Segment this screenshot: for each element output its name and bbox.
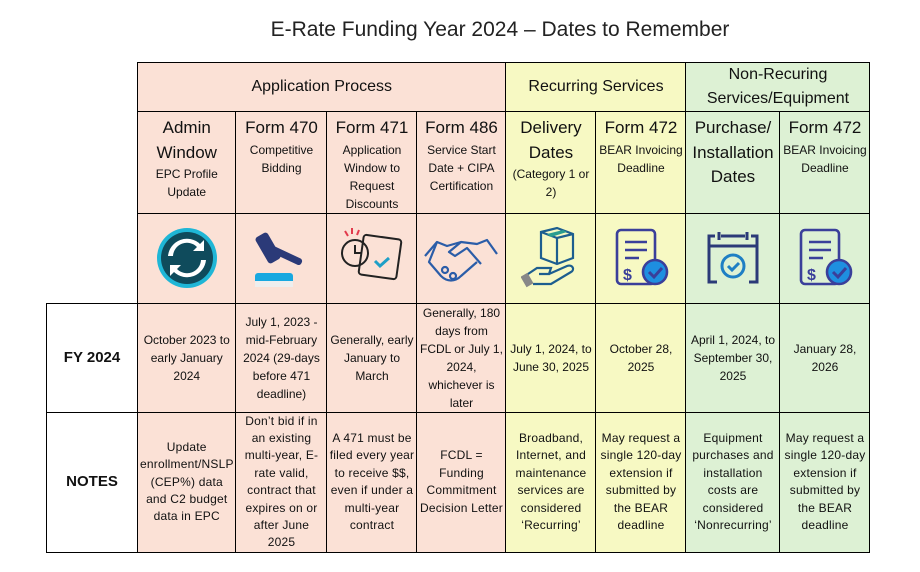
date-cell: Generally, early January to March [326, 302, 418, 413]
column-subtitle: EPC Profile Update [155, 167, 218, 200]
column-title: Form 486 [425, 118, 498, 137]
column-header: Form 486 Service Start Date + CIPA Certif… [416, 111, 507, 214]
column-header: Form 471 Application Window to Request Di… [326, 111, 418, 214]
group-application-process: Application Process [136, 62, 507, 112]
notes-cell: Don’t bid if in an existing multi-year, … [235, 411, 328, 553]
icon-cell: $ [779, 212, 871, 304]
page-title: E-Rate Funding Year 2024 – Dates to Reme… [270, 18, 730, 41]
calendar-check-icon [688, 228, 777, 288]
gavel-icon [238, 225, 324, 291]
icon-cell: $ [595, 212, 687, 304]
notes-cell: May request a single 120-day extension i… [779, 411, 871, 553]
column-title: Form 472 [604, 118, 678, 137]
invoice-check-icon: $ [782, 226, 867, 290]
notes-cell: May request a single 120-day extension i… [595, 411, 687, 553]
column-title: Purchase/ Installation Dates [692, 118, 774, 187]
column-title: Delivery Dates [520, 118, 582, 162]
date-cell: Generally, 180 days from FCDL or July 1,… [416, 302, 507, 413]
date-cell: October 28, 2025 [595, 302, 687, 413]
group-recurring-services: Recurring Services [505, 62, 687, 112]
column-header: Admin Window EPC Profile Update [136, 111, 237, 214]
notes-cell: A 471 must be filed every year to receiv… [326, 411, 418, 553]
column-header: Purchase/ Installation Dates [685, 111, 781, 214]
group-nonrecurring: Non-Recuring Services/Equipment [685, 62, 871, 112]
notes-cell: Equipment purchases and installation cos… [685, 411, 781, 553]
column-subtitle: Competitive Bidding [249, 142, 314, 175]
column-subtitle: (Category 1 or 2) [512, 167, 590, 200]
notes-cell: Broadband, Internet, and maintenance ser… [505, 411, 597, 553]
svg-text:$: $ [807, 267, 816, 284]
column-header: Form 472 BEAR Invoicing Deadline [779, 111, 871, 214]
date-cell: July 1, 2024, to June 30, 2025 [505, 302, 597, 413]
column-subtitle: BEAR Invoicing Deadline [783, 142, 867, 175]
icon-cell [235, 212, 328, 304]
column-subtitle: Service Start Date + CIPA Certification [427, 142, 496, 193]
package-hand-icon [508, 226, 593, 290]
handshake-icon [419, 228, 503, 288]
icon-cell [505, 212, 597, 304]
icon-cell [326, 212, 418, 304]
column-header: Form 472 BEAR Invoicing Deadline [595, 111, 687, 214]
date-cell: October 2023 to early January 2024 [136, 302, 237, 413]
column-header: Form 470 Competitive Bidding [235, 111, 328, 214]
column-title: Admin Window [156, 118, 217, 162]
column-title: Form 471 [335, 118, 409, 137]
calendar-clock-icon [329, 225, 414, 291]
column-subtitle: Application Window to Request Discounts [342, 142, 402, 211]
row-label-fy2024: FY 2024 [46, 302, 138, 413]
notes-cell: Update enrollment/NSLP (CEP%) data and C… [136, 411, 237, 553]
row-label-notes: NOTES [46, 411, 138, 553]
date-cell: July 1, 2023 - mid-February 2024 (29-day… [235, 302, 328, 413]
column-header: Delivery Dates (Category 1 or 2) [505, 111, 597, 214]
blank-corner [46, 62, 138, 304]
icon-cell [685, 212, 781, 304]
date-cell: January 28, 2026 [779, 302, 871, 413]
refresh-icon [140, 226, 233, 290]
column-title: Form 470 [245, 118, 318, 137]
dates-table: Application Process Recurring Services N… [46, 62, 871, 553]
icon-cell [416, 212, 507, 304]
notes-cell: FCDL = Funding Commitment Decision Lette… [416, 411, 507, 553]
icon-cell [136, 212, 237, 304]
date-cell: April 1, 2024, to September 30, 2025 [685, 302, 781, 413]
svg-text:$: $ [623, 267, 632, 284]
invoice-check-icon: $ [598, 226, 683, 290]
column-subtitle: BEAR Invoicing Deadline [599, 142, 683, 175]
column-title: Form 472 [788, 118, 862, 137]
